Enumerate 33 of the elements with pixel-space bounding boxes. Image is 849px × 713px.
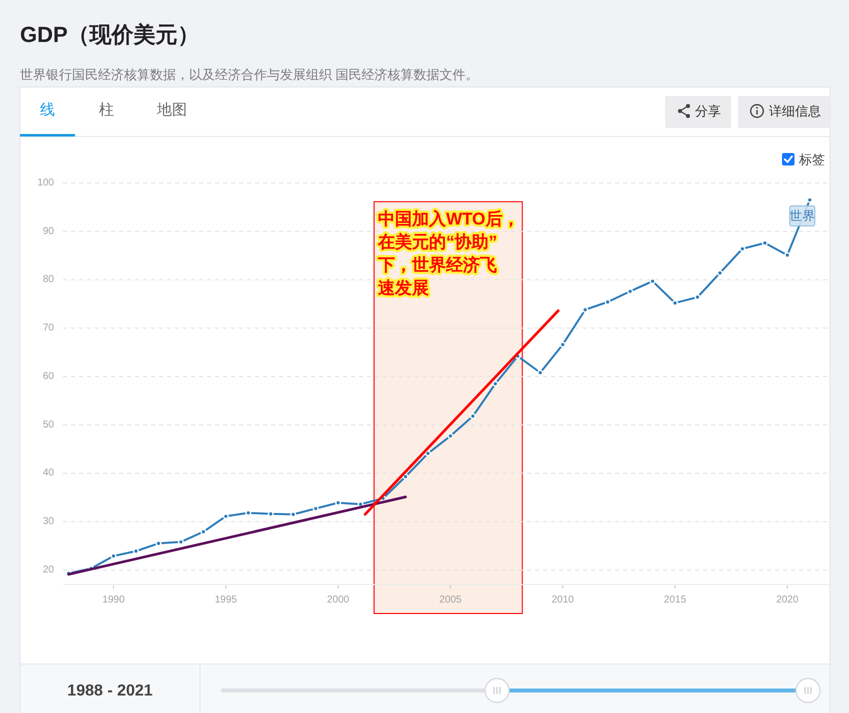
x-tick-label: 2015 [664, 594, 687, 606]
text: 线 [40, 102, 55, 118]
chart-title: GDP（现价美元） [20, 22, 200, 47]
x-tick-label: 2010 [552, 594, 574, 606]
y-tick-label: 90 [42, 226, 54, 237]
x-tick-label: 2020 [776, 594, 799, 606]
point [424, 450, 431, 456]
x-tick-label: 1990 [102, 594, 126, 606]
text: 地图 [156, 102, 187, 118]
point [470, 413, 476, 420]
y-tick-label: 80 [42, 274, 54, 286]
point [492, 380, 498, 387]
y-tick-label: 20 [42, 564, 54, 576]
y-tick-label: 70 [42, 322, 54, 334]
y-tick-label: 50 [42, 419, 54, 430]
y-tick-label: 60 [42, 370, 54, 382]
x-tick-label: 1995 [214, 594, 238, 606]
band-label: 中国加入WTO后，在美元的“协助”下，世界经济飞速发展 [377, 210, 520, 298]
point [402, 474, 409, 480]
point [716, 270, 723, 276]
text: 1988 - 2021 [67, 682, 153, 700]
text: 柱 [99, 102, 114, 118]
x-tick-label: 2005 [439, 594, 462, 606]
text: 详细信息 [769, 104, 821, 118]
text: 标签 [798, 152, 825, 167]
chart-subtitle: 世界银行国民经济核算数据，以及经济合作与发展组织 国民经济核算数据文件。 [20, 67, 479, 82]
series-label: 世界 [789, 208, 816, 223]
y-tick-label: 100 [37, 178, 54, 188]
x-tick-label: 2000 [327, 594, 350, 606]
point [447, 432, 454, 439]
y-tick-label: 40 [42, 468, 54, 479]
y-tick-label: 30 [42, 516, 54, 528]
text: 分享 [695, 104, 721, 118]
